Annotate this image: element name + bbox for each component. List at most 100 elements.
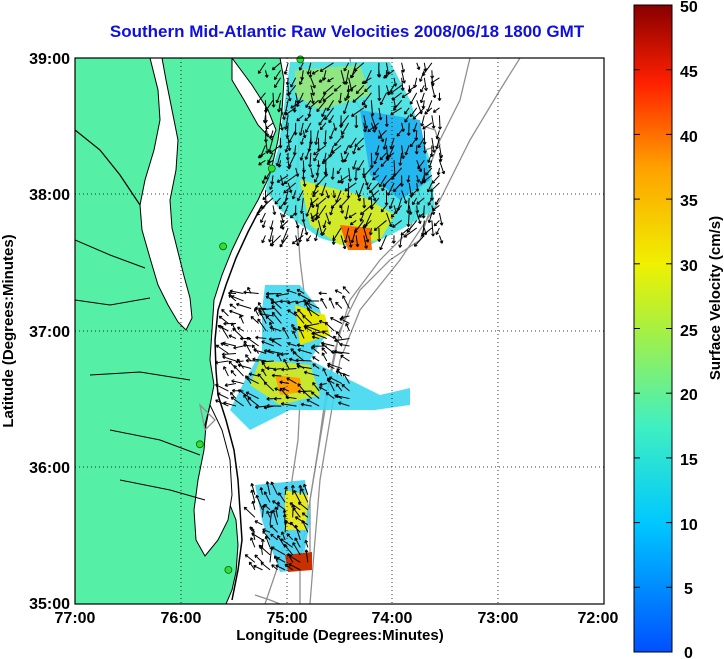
velocity-arrow [269, 235, 281, 247]
velocity-arrow [321, 107, 327, 118]
velocity-arrow [437, 115, 442, 130]
velocity-arrow [244, 554, 256, 563]
velocity-arrow [300, 70, 305, 81]
velocity-arrow [368, 190, 380, 200]
velocity-arrow [384, 190, 389, 206]
velocity-arrow [392, 220, 402, 228]
velocity-arrow [398, 235, 403, 248]
velocity-arrow [285, 122, 290, 139]
velocity-arrow [307, 107, 312, 117]
velocity-arrow [301, 512, 309, 518]
velocity-arrow [352, 92, 365, 103]
velocity-arrow [332, 190, 337, 199]
velocity-arrow [311, 69, 319, 75]
velocity-arrow [426, 100, 433, 113]
velocity-arrow [270, 533, 278, 541]
velocity-arrow [370, 197, 380, 209]
velocity-arrow [349, 137, 357, 149]
velocity-arrow [435, 227, 440, 235]
velocity-arrow [401, 62, 406, 73]
velocity-arrow [276, 174, 289, 183]
velocity-arrow [422, 62, 433, 77]
velocity-arrow [436, 167, 441, 176]
velocity-arrow [257, 318, 267, 332]
velocity-arrow [344, 205, 350, 220]
velocity-arrow [401, 122, 405, 132]
velocity-arrow [339, 342, 350, 347]
velocity-arrow [422, 174, 433, 183]
velocity-arrow [232, 327, 244, 339]
velocity-arrow [254, 306, 267, 311]
velocity-arrow [230, 370, 237, 377]
velocity-arrow [351, 107, 365, 117]
velocity-arrow [421, 205, 426, 219]
velocity-arrow [350, 227, 357, 244]
velocity-arrow [264, 70, 269, 78]
velocity-arrow [340, 235, 347, 250]
colorbar: 50 45 40 35 30 25 20 15 10 5 0 Surface V… [633, 0, 724, 659]
velocity-arrow [221, 308, 229, 317]
velocity-arrow [343, 227, 350, 244]
velocity-arrow [243, 506, 256, 518]
velocity-arrow [269, 220, 274, 230]
velocity-arrow [316, 205, 327, 219]
station-marker [267, 164, 276, 173]
velocity-arrow [361, 92, 372, 106]
velocity-arrow [289, 502, 301, 511]
colorbar-tick: 15 [680, 452, 698, 469]
velocity-arrow [308, 99, 319, 110]
velocity-arrow [265, 291, 282, 296]
colorbar-gradient [633, 4, 673, 653]
velocity-arrow [349, 220, 357, 226]
velocity-arrow [366, 182, 372, 190]
velocity-arrow [271, 546, 286, 556]
x-axis: 77:00 76:00 75:00 74:00 73:00 72:00 Long… [55, 610, 619, 644]
velocity-arrow [269, 524, 278, 533]
velocity-arrow [275, 292, 290, 298]
velocity-arrow [284, 145, 289, 153]
velocity-arrow [431, 85, 437, 99]
velocity-arrow [355, 235, 360, 248]
velocity-arrow [256, 92, 266, 104]
velocity-arrow [327, 77, 334, 83]
velocity-arrow [223, 401, 237, 407]
pamlico-sound [193, 403, 233, 557]
velocity-arrow [280, 402, 297, 407]
velocity-arrow [427, 152, 433, 163]
velocity-arrow [231, 379, 244, 385]
velocity-arrow [250, 315, 260, 324]
velocity-arrow [292, 330, 297, 339]
velocity-arrow [261, 175, 266, 184]
velocity-arrow [318, 386, 327, 392]
velocity-arrow [263, 491, 271, 503]
velocity-arrow [396, 197, 403, 212]
velocity-arrow [293, 205, 298, 216]
velocity-arrow [324, 321, 335, 332]
velocity-arrow [294, 537, 301, 548]
velocity-arrow [322, 70, 327, 81]
velocity-arrow [348, 235, 353, 248]
velocity-arrow [259, 487, 264, 495]
velocity-arrow [328, 297, 335, 309]
velocity-arrow [310, 197, 315, 209]
velocity-arrow [298, 122, 304, 136]
velocity-arrow [401, 190, 408, 204]
velocity-arrow [346, 84, 357, 92]
velocity-arrow [343, 62, 350, 72]
velocity-arrow [269, 326, 282, 332]
velocity-arrow [263, 381, 275, 392]
velocity-arrow [260, 561, 271, 571]
station-marker [224, 565, 233, 574]
velocity-arrow [313, 227, 319, 242]
velocity-arrow [313, 152, 319, 162]
velocity-arrow [363, 227, 370, 243]
velocity-arrow [290, 484, 295, 495]
velocity-arrow [242, 343, 252, 348]
velocity-arrow [215, 399, 229, 407]
velocity-arrow [270, 300, 282, 305]
river-lines [75, 239, 206, 501]
velocity-arrow [305, 100, 312, 109]
chart-title: Southern Mid-Atlantic Raw Velocities 200… [109, 22, 585, 41]
velocity-arrow [401, 92, 410, 98]
velocity-arrow [263, 130, 268, 143]
